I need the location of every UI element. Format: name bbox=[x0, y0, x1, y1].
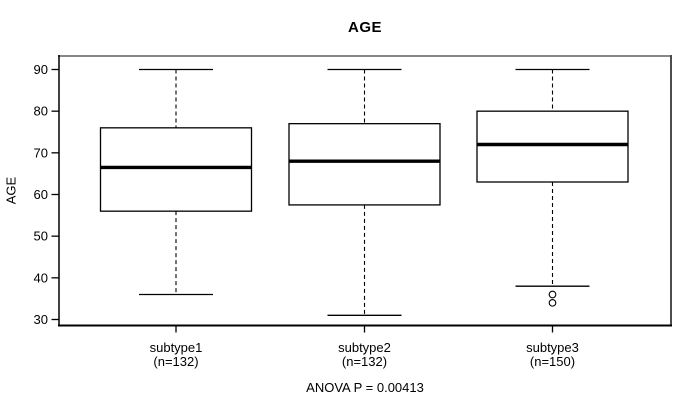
y-tick-label: 60 bbox=[34, 187, 48, 202]
y-tick-label: 50 bbox=[34, 229, 48, 244]
x-tick-sublabel: (n=132) bbox=[153, 354, 198, 369]
chart-title: AGE bbox=[347, 19, 382, 36]
y-tick-label: 40 bbox=[34, 270, 48, 285]
x-tick-label: subtype3 bbox=[526, 340, 579, 355]
y-tick-label: 30 bbox=[34, 312, 48, 327]
iqr-box bbox=[99, 127, 253, 212]
x-tick-label: subtype1 bbox=[150, 340, 203, 355]
outlier-point bbox=[548, 290, 557, 299]
outlier-point bbox=[548, 298, 557, 307]
x-tick-label: subtype2 bbox=[338, 340, 391, 355]
x-tick-sublabel: (n=150) bbox=[530, 354, 575, 369]
y-tick-label: 80 bbox=[34, 104, 48, 119]
y-tick-label: 70 bbox=[34, 145, 48, 160]
anova-annotation: ANOVA P = 0.00413 bbox=[306, 380, 424, 395]
y-tick-label: 90 bbox=[34, 62, 48, 77]
x-tick-sublabel: (n=132) bbox=[342, 354, 387, 369]
iqr-box bbox=[288, 123, 441, 206]
iqr-box bbox=[476, 110, 629, 183]
